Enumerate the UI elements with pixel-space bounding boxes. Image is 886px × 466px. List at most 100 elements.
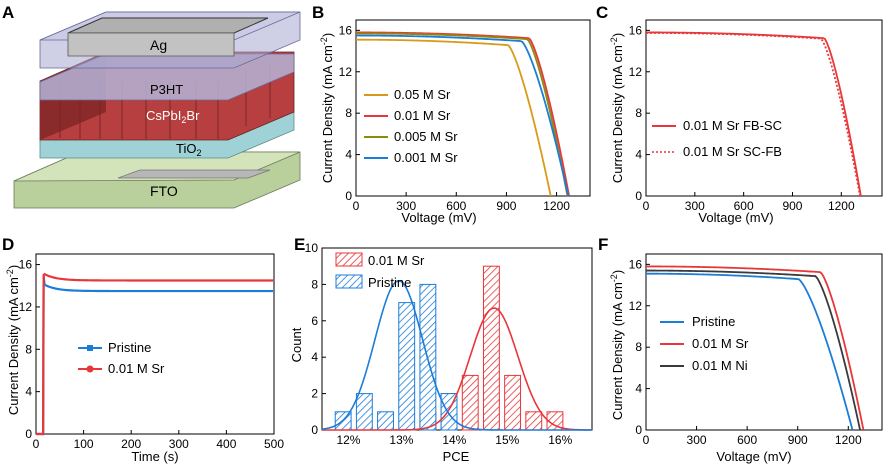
panel-label-d: D (2, 235, 14, 254)
panel-f-plot: 0 300 600 900 1200 0 4 8 12 16 (629, 253, 883, 447)
panel-e-xtick-label: 16% (548, 433, 572, 447)
panel-b: B Current Density (mA cm-2) Voltage (mV)… (312, 3, 591, 225)
panel-d: D Current Density (mA cm-2) Time (s) 0 10… (2, 235, 284, 464)
panel-e-ylabel: Count (289, 327, 304, 362)
panel-d-xlabel: Time (s) (131, 449, 178, 464)
ag-electrode (67, 17, 269, 34)
panel-d-series-0 (36, 275, 274, 436)
panel-c-series-0 (646, 31, 862, 197)
panel-b-frame (355, 19, 591, 197)
panel-f: F Current Density (mA cm-2) Voltage (mV)… (598, 235, 883, 464)
panel-e-legend: 0.01 M Sr Pristine (335, 252, 425, 290)
panel-e-bar-1-1 (355, 393, 373, 431)
panel-b-xtick-label: 0 (353, 199, 360, 213)
panel-e-ytick-label: 4 (311, 350, 318, 364)
panel-f-ytick-label: 12 (629, 299, 643, 313)
legend-label-pristine-d: Pristine (108, 340, 151, 355)
panel-c-xtick-label: 1200 (828, 199, 855, 213)
panel-e: E Count PCE 12% 13% 14% 15% 16% 0 2 4 6 8 10 0.01 … (289, 235, 593, 464)
panel-f-xtick-label: 300 (687, 433, 707, 447)
p3ht-label: P3HT (150, 82, 183, 97)
panel-label-c: C (596, 3, 608, 22)
panel-f-ytick-label: 8 (635, 340, 642, 354)
panel-c-ytick-label: 0 (635, 189, 642, 203)
panel-label-a: A (2, 3, 14, 22)
panel-b-xtick-label: 1200 (543, 199, 570, 213)
panel-e-ytick-label: 8 (311, 277, 318, 291)
panel-f-ylabel: Current Density (mA cm-2) (609, 270, 625, 420)
panel-d-frame (35, 253, 275, 435)
ag-label: Ag (150, 37, 167, 53)
panel-c-frame (645, 19, 883, 197)
legend-marker-sr-d (86, 365, 94, 373)
panel-c-xlabel: Voltage (mV) (698, 210, 773, 225)
panel-e-bar-0-2 (461, 374, 479, 431)
panel-f-xtick-label: 600 (737, 433, 757, 447)
panel-b-xtick-label: 300 (396, 199, 416, 213)
panel-d-ytick-label: 8 (25, 342, 32, 356)
panel-d-series-1 (36, 272, 274, 436)
panel-c-ytick-label: 12 (629, 65, 643, 79)
panel-b-ytick-label: 16 (339, 23, 353, 37)
panel-e-xtick-label: 12% (336, 433, 360, 447)
panel-c-xtick-label: 300 (685, 199, 705, 213)
panel-b-xtick-label: 900 (496, 199, 516, 213)
fto-electrode (117, 169, 271, 179)
panel-b-series-3 (356, 34, 570, 197)
panel-f-xtick-label: 0 (643, 433, 650, 447)
legend-label-pristine-e: Pristine (368, 275, 411, 290)
panel-f-xtick-label: 900 (788, 433, 808, 447)
legend-label-0005: 0.005 M Sr (394, 129, 458, 144)
panel-d-ytick-label: 12 (19, 300, 33, 314)
perovskite-label: CsPbI2Br (146, 108, 200, 125)
panel-f-series-2 (645, 269, 861, 431)
panel-e-bar-0-3 (482, 265, 500, 431)
panel-e-xlabel: PCE (443, 449, 470, 464)
legend-label-fbsc: 0.01 M Sr FB-SC (683, 118, 782, 133)
panel-e-bar-0-4 (504, 374, 522, 431)
panel-e-fit-1 (321, 280, 592, 431)
panel-e-bar-1-2 (377, 411, 394, 431)
legend-label-ni-f: 0.01 M Ni (692, 358, 748, 373)
panel-d-xtick-label: 400 (216, 437, 236, 451)
panel-b-ylabel: Current Density (mA cm-2) (319, 33, 335, 183)
panel-c-series-1 (646, 32, 861, 197)
panel-d-ytick-label: 4 (25, 385, 32, 399)
fto-label: FTO (150, 183, 178, 199)
legend-label-005: 0.05 M Sr (394, 87, 451, 102)
panel-b-series-0 (356, 38, 552, 197)
panel-e-ytick-label: 10 (305, 241, 319, 255)
panel-d-xtick-label: 100 (74, 437, 94, 451)
panel-e-xtick-label: 14% (442, 433, 466, 447)
panel-e-plot: 12% 13% 14% 15% 16% 0 2 4 6 8 10 (305, 241, 593, 447)
panel-d-ytick-label: 16 (19, 258, 33, 272)
panel-b-xlabel: Voltage (mV) (401, 210, 476, 225)
panel-e-bar-0-5 (525, 411, 543, 431)
panel-f-legend: Pristine 0.01 M Sr 0.01 M Ni (660, 314, 749, 373)
panel-b-plot: 0 300 600 900 1200 0 4 8 12 16 (339, 19, 591, 213)
panel-f-frame (645, 253, 883, 431)
legend-label-sr-f: 0.01 M Sr (692, 336, 749, 351)
panel-f-ytick-label: 4 (635, 382, 642, 396)
panel-c-xtick-label: 900 (782, 199, 802, 213)
panel-f-xtick-label: 1200 (835, 433, 862, 447)
panel-e-bar-1-3 (398, 302, 416, 431)
panel-c-xtick-label: 600 (734, 199, 754, 213)
panel-c-ytick-label: 8 (635, 106, 642, 120)
legend-swatch-pristine-e (335, 274, 363, 289)
legend-label-sr-e: 0.01 M Sr (368, 253, 425, 268)
panel-d-xtick-label: 200 (121, 437, 141, 451)
panel-b-ytick-label: 12 (339, 65, 353, 79)
legend-label-001: 0.01 M Sr (394, 108, 451, 123)
panel-c-ytick-label: 16 (629, 23, 643, 37)
panel-label-f: F (598, 235, 608, 254)
panel-e-xtick-label: 15% (495, 433, 519, 447)
panel-d-ylabel: Current Density (mA cm-2) (5, 265, 21, 415)
legend-label-scfb: 0.01 M Sr SC-FB (683, 144, 782, 159)
legend-label-sr-d: 0.01 M Sr (108, 361, 165, 376)
panel-f-series-1 (646, 265, 865, 431)
panel-f-ytick-label: 16 (629, 257, 643, 271)
panel-d-plot: 0 100 200 300 400 500 0 4 8 12 16 (19, 253, 284, 451)
panel-c-ylabel: Current Density (mA cm-2) (609, 33, 625, 183)
panel-d-xtick-label: 300 (169, 437, 189, 451)
